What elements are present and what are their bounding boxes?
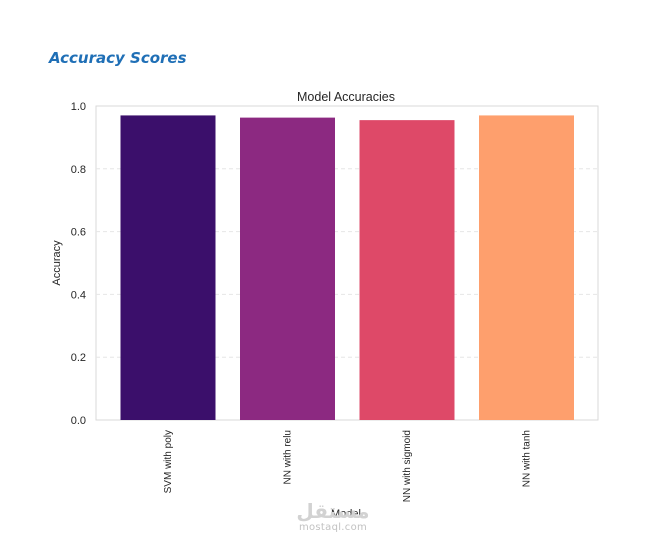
x-tick-label: SVM with poly [163,430,174,493]
bar-nn-with-sigmoid [359,120,455,420]
x-tick-label: NN with sigmoid [402,430,413,502]
y-tick-label: 0.0 [71,415,86,427]
y-tick-label: 0.2 [71,352,86,364]
watermark-site: mostaql.com [298,522,368,533]
y-axis-label: Accuracy [51,240,63,286]
bar-nn-with-relu [240,117,335,421]
bars [120,115,574,421]
x-tick-label: NN with tanh [522,430,533,487]
y-tick-labels: 0.0 0.2 0.4 0.6 0.8 1.0 [71,101,86,427]
watermark-logo: مستقل [296,499,370,523]
y-tick-label: 0.6 [71,227,86,239]
bar-svm-with-poly [120,115,216,421]
watermark: مستقل mostaql.com [288,500,378,534]
x-axis-label: Model [331,508,361,520]
bar-nn-with-tanh [479,115,574,421]
y-tick-label: 1.0 [71,101,86,113]
y-tick-label: 0.8 [71,164,86,176]
y-tick-label: 0.4 [71,289,86,301]
chart-title: Model Accuracies [297,90,395,104]
x-tick-label: NN with relu [283,430,294,484]
x-tick-labels: SVM with poly NN with relu NN with sigmoid… [163,430,533,502]
section-heading: Accuracy Scores [49,49,187,67]
